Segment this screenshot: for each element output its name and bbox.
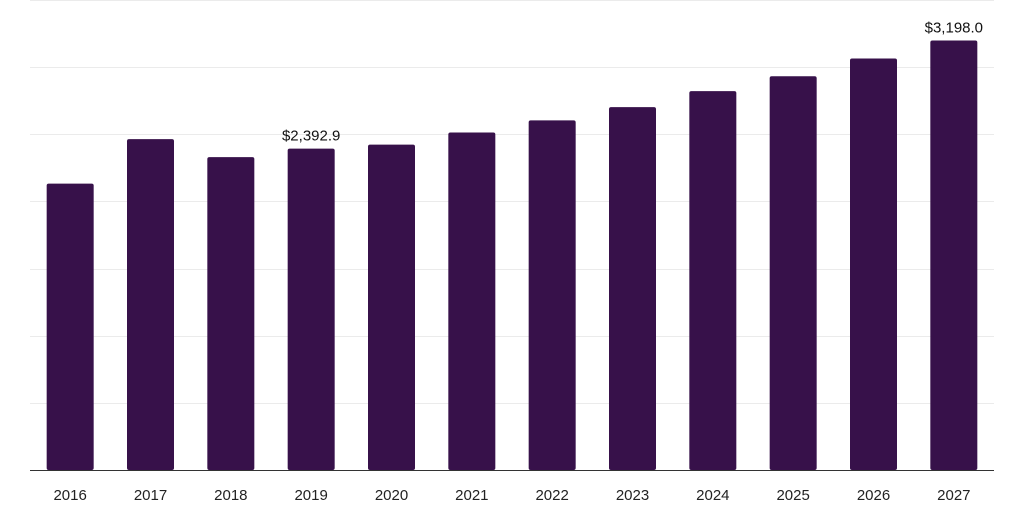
x-tick-labels: 2016 2017 2018 2019 2020 2021 2022 2023 2024 2025… [53,487,970,504]
x-tick-label-2024: 2024 [696,487,729,504]
x-tick-label-2026: 2026 [857,487,890,504]
bars [46,40,978,471]
bar-2023[interactable] [609,107,656,470]
bar-2024[interactable] [689,91,737,471]
data-labels: $2,392.9 $3,198.0 [282,20,983,145]
gridlines [30,0,994,404]
x-tick-label-2016: 2016 [53,487,86,504]
bar-2018[interactable] [207,157,255,471]
bar-2026[interactable] [850,58,897,471]
x-tick-label-2020: 2020 [375,487,408,504]
x-tick-label-2023: 2023 [616,487,649,504]
bar-2021[interactable] [448,132,496,471]
x-tick-label-2022: 2022 [535,487,568,504]
x-tick-label-2025: 2025 [776,487,809,504]
bar-2025[interactable] [769,76,817,471]
x-tick-label-2018: 2018 [214,487,247,504]
bar-2020[interactable] [368,144,415,470]
x-tick-label-2019: 2019 [294,487,327,504]
x-tick-label-2017: 2017 [134,487,167,504]
x-tick-label-2021: 2021 [455,487,488,504]
bar-2016[interactable] [46,183,94,470]
x-tick-label-2027: 2027 [937,487,970,504]
bar-2022[interactable] [528,120,576,470]
bar-2027[interactable] [930,40,978,471]
data-label-2019: $2,392.9 [282,128,340,145]
data-label-2027: $3,198.0 [925,20,983,37]
bar-2017[interactable] [127,139,174,470]
bar-2019[interactable] [287,148,335,471]
